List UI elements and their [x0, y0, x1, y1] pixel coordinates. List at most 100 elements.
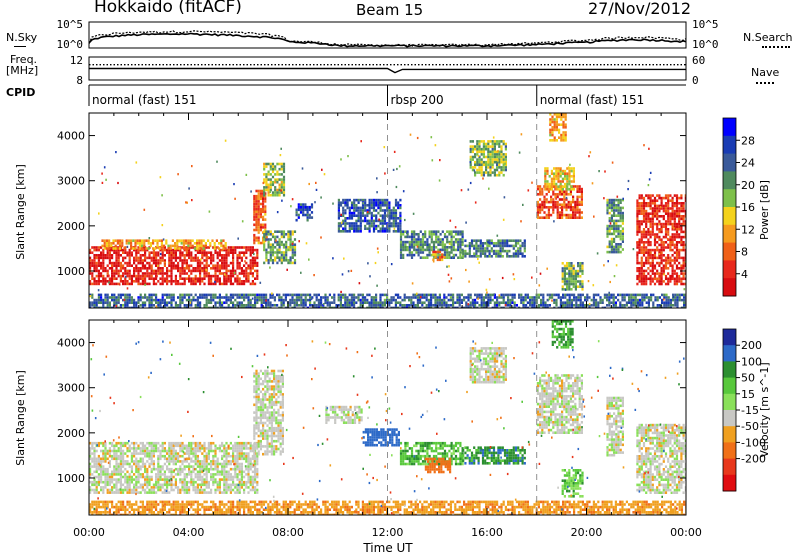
- heatmap-cell: [155, 254, 158, 257]
- heatmap-cell: [256, 248, 259, 252]
- heatmap-cell: [102, 488, 105, 492]
- heatmap-cell: [251, 259, 254, 262]
- heatmap-cell: [243, 246, 246, 249]
- heatmap-cell: [560, 123, 563, 126]
- heatmap-cell: [641, 298, 644, 302]
- heatmap-cell: [673, 202, 676, 205]
- heatmap-cell: [656, 225, 659, 228]
- heatmap-cell: [264, 228, 267, 232]
- heatmap-cell: [586, 304, 589, 307]
- heatmap-cell: [240, 269, 243, 273]
- heatmap-cell: [649, 282, 652, 286]
- heatmap-cell: [236, 296, 239, 299]
- heatmap-cell: [684, 233, 686, 236]
- heatmap-cell: [152, 293, 155, 297]
- heatmap-cell: [649, 241, 652, 244]
- heatmap-cell: [404, 235, 407, 239]
- heatmap-cell: [467, 306, 470, 308]
- heatmap-cell: [130, 247, 133, 250]
- heatmap-cell: [100, 441, 103, 445]
- heatmap-cell: [259, 210, 262, 214]
- heatmap-cell: [576, 208, 579, 212]
- heatmap-cell: [397, 222, 400, 225]
- heatmap-cell: [425, 293, 428, 297]
- heatmap-cell: [448, 256, 451, 259]
- heatmap-cell: [289, 246, 292, 249]
- heatmap-cell: [100, 465, 103, 468]
- heatmap-cell: [500, 301, 503, 304]
- heatmap-cell: [454, 233, 458, 236]
- heatmap-cell: [502, 218, 505, 221]
- heatmap-cell: [563, 282, 566, 286]
- heatmap-cell: [590, 304, 593, 307]
- heatmap-cell: [119, 248, 122, 252]
- heatmap-cell: [439, 238, 442, 241]
- heatmap-cell: [614, 296, 617, 299]
- heatmap-cell: [641, 293, 644, 297]
- heatmap-cell: [220, 244, 223, 248]
- heatmap-cell: [232, 304, 235, 307]
- heatmap-cell: [396, 167, 398, 171]
- heatmap-cell: [467, 188, 470, 191]
- heatmap-cell: [104, 306, 107, 308]
- heatmap-cell: [562, 120, 565, 124]
- heatmap-cell: [443, 246, 447, 249]
- heatmap-cell: [103, 247, 106, 250]
- heatmap-cell: [233, 183, 235, 186]
- heatmap-cell: [224, 244, 227, 248]
- heatmap-cell: [665, 296, 668, 299]
- heatmap-cell: [501, 247, 504, 250]
- heatmap-cell: [141, 261, 144, 265]
- heatmap-cell: [117, 282, 120, 286]
- date-title: 27/Nov/2012: [588, 0, 692, 18]
- heatmap-cell: [563, 275, 566, 278]
- heatmap-cell: [521, 242, 524, 245]
- heatmap-cell: [656, 296, 659, 299]
- heatmap-cell: [196, 304, 199, 307]
- heatmap-cell: [390, 209, 393, 212]
- heatmap-cell: [188, 187, 190, 190]
- heatmap-cell: [253, 252, 255, 256]
- heatmap-cell: [502, 173, 505, 177]
- heatmap-cell: [199, 280, 202, 283]
- heatmap-cell: [504, 293, 507, 297]
- heatmap-cell: [271, 235, 275, 239]
- heatmap-cell: [147, 239, 150, 242]
- heatmap-cell: [240, 282, 243, 286]
- heatmap-cell: [636, 228, 639, 231]
- heatmap-cell: [101, 244, 104, 248]
- heatmap-cell: [271, 292, 273, 295]
- heatmap-cell: [93, 441, 96, 445]
- heatmap-cell: [561, 285, 564, 288]
- heatmap-cell: [355, 224, 358, 228]
- heatmap-cell: [667, 204, 670, 208]
- heatmap-cell: [403, 296, 406, 299]
- heatmap-cell: [196, 301, 199, 304]
- heatmap-cell: [413, 253, 416, 257]
- heatmap-cell: [361, 209, 365, 212]
- heatmap-cell: [520, 298, 523, 302]
- heatmap-cell: [491, 306, 494, 308]
- heatmap-cell: [568, 296, 571, 299]
- heatmap-cell: [502, 142, 505, 146]
- heatmap-cell: [647, 215, 650, 218]
- heatmap-cell: [223, 264, 226, 267]
- heatmap-cell: [265, 296, 268, 299]
- heatmap-cell: [210, 277, 213, 280]
- heatmap-cell: [438, 304, 441, 307]
- heatmap-cell: [208, 210, 211, 213]
- heatmap-cell: [370, 217, 373, 220]
- heatmap-cell: [89, 454, 92, 458]
- heatmap-cell: [445, 301, 448, 304]
- heatmap-cell: [566, 288, 569, 291]
- heatmap-cell: [653, 222, 657, 226]
- heatmap-cell: [672, 293, 675, 297]
- heatmap-cell: [474, 166, 477, 169]
- heatmap-cell: [545, 200, 548, 204]
- heatmap-cell: [660, 274, 663, 278]
- heatmap-cell: [255, 210, 258, 214]
- heatmap-cell: [383, 201, 387, 204]
- heatmap-cell: [280, 306, 283, 308]
- heatmap-cell: [187, 247, 190, 250]
